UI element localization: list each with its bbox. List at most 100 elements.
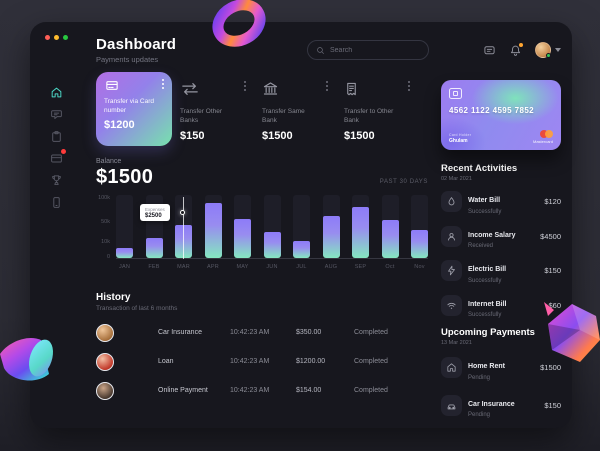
profile-menu[interactable] <box>535 42 561 58</box>
minimize-window-button[interactable] <box>54 35 59 40</box>
sidebar-item-cards[interactable] <box>46 148 66 168</box>
upcoming-payments-section: Upcoming Payments 13 Mar 2021 Home Rent P… <box>441 327 561 418</box>
transfer-amount: $1500 <box>262 130 293 143</box>
chart-x-label: MAY <box>236 264 249 270</box>
close-window-button[interactable] <box>45 35 50 40</box>
history-row[interactable]: Online Payment 10:42:23 AM $154.00 Compl… <box>96 376 428 405</box>
activity-amount: $60 <box>548 300 561 310</box>
card-brand: Mastercard <box>532 139 553 144</box>
chart-bar <box>234 218 251 258</box>
payment-amount: $1500 <box>540 363 561 373</box>
activity-status: Successfully <box>468 312 502 318</box>
sidebar-item-mobile[interactable] <box>46 192 66 212</box>
notifications-button[interactable] <box>509 42 523 57</box>
balance-label: Balance <box>96 158 122 165</box>
history-subtitle: Transaction of last 6 months <box>96 305 178 312</box>
chart-x-label: SEP <box>354 264 367 270</box>
transfer-arrows-icon <box>182 83 198 95</box>
chart-y-label: 100k <box>98 195 110 201</box>
sidebar-item-home[interactable] <box>46 82 66 102</box>
balance-bar-chart: 100k 50k 10k 0 Expenses $2500 JAN FEB MAR APR M… <box>96 195 428 281</box>
activity-item[interactable]: Income Salary Received $4500 <box>441 224 561 249</box>
sidebar <box>30 22 82 428</box>
header-actions <box>483 42 561 58</box>
transaction-time: 10:42:23 AM <box>230 358 270 365</box>
water-drop-icon <box>448 197 455 206</box>
sidebar-item-tasks[interactable] <box>46 126 66 146</box>
maximize-window-button[interactable] <box>63 35 68 40</box>
history-row[interactable]: Loan 10:42:23 AM $1200.00 Completed <box>96 347 428 376</box>
kebab-menu[interactable] <box>326 81 328 91</box>
transaction-name: Car Insurance <box>158 329 202 336</box>
activity-item[interactable]: Water Bill Successfully $120 <box>441 189 561 215</box>
chart-x-label: JUL <box>296 264 307 270</box>
tooltip-value: $2500 <box>145 212 162 219</box>
chart-bar-track[interactable] <box>234 195 251 258</box>
chart-bar <box>322 216 340 258</box>
payment-name: Car Insurance <box>468 400 515 408</box>
transfer-same-bank[interactable]: Transfer Same Bank $1500 <box>262 72 344 152</box>
chart-bar-track[interactable] <box>381 195 399 258</box>
search-input[interactable] <box>330 46 410 54</box>
transfer-amount: $1200 <box>104 119 135 132</box>
chart-bar-track[interactable] <box>352 195 369 258</box>
chart-period-label[interactable]: PAST 30 DAYS <box>379 179 428 185</box>
chart-bar-track[interactable] <box>411 195 428 258</box>
chart-bar-track[interactable] <box>293 195 310 258</box>
chart-cursor-handle[interactable] <box>180 210 185 215</box>
sidebar-item-rewards[interactable] <box>46 170 66 190</box>
user-icon <box>448 232 455 241</box>
transfer-label: Transfer via Card number <box>104 98 154 115</box>
right-column: 4562 1122 4595 7852 Card Holder Ghulam M… <box>441 72 561 428</box>
chart-x-label: JAN <box>119 264 130 270</box>
credit-card-icon <box>50 153 62 163</box>
chart-bar-track[interactable] <box>322 195 340 258</box>
transfer-label: Transfer Other Banks <box>180 108 223 125</box>
kebab-menu[interactable] <box>408 81 410 91</box>
avatar <box>96 352 114 371</box>
chart-bar-track[interactable] <box>116 195 133 258</box>
transaction-amount: $1200.00 <box>296 358 326 365</box>
transfer-label: Transfer to Other Bank <box>344 108 394 125</box>
history-row[interactable]: Car Insurance 10:42:23 AM $350.00 Comple… <box>96 318 428 347</box>
transfer-to-other-bank[interactable]: Transfer to Other Bank $1500 <box>344 72 426 152</box>
car-icon <box>447 404 456 410</box>
payment-item[interactable]: Car Insurance Pending $150 <box>441 393 561 418</box>
wifi-icon <box>447 302 456 309</box>
payment-amount: $150 <box>544 400 561 410</box>
cone-decoration <box>0 337 53 381</box>
transfer-card-via-card-number[interactable]: Transfer via Card number $1200 <box>96 72 172 146</box>
chart-yaxis: 100k 50k 10k 0 <box>96 195 113 260</box>
history-section: History Transaction of last 6 months Car… <box>96 292 428 405</box>
sidebar-item-messages[interactable] <box>46 104 66 124</box>
search-box[interactable] <box>307 40 429 60</box>
tooltip-label: Expenses <box>145 206 165 212</box>
card-chip-icon <box>449 88 462 99</box>
window-controls <box>45 35 68 40</box>
chart-bar <box>263 231 281 258</box>
messages-button[interactable] <box>483 44 496 57</box>
chart-bar-track[interactable] <box>204 195 222 258</box>
payment-status: Pending <box>468 374 491 381</box>
bell-icon <box>510 45 521 56</box>
activity-item[interactable]: Electric Bill Successfully $150 <box>441 258 561 284</box>
avatar <box>96 323 114 342</box>
transaction-status: Completed <box>354 329 388 336</box>
kebab-menu[interactable] <box>162 79 164 92</box>
balance-section: Balance $1500 PAST 30 DAYS <box>96 158 428 189</box>
payment-item[interactable]: Home Rent Pending $1500 <box>441 355 561 381</box>
transfer-other-banks[interactable]: Transfer Other Banks $150 <box>180 72 262 152</box>
chart-x-label: Nov <box>414 264 425 270</box>
avatar <box>96 381 114 400</box>
credit-card-icon <box>106 81 118 90</box>
chart-x-label: Oct <box>385 264 395 270</box>
chart-bar-track[interactable] <box>263 195 281 258</box>
activity-item[interactable]: Internet Bill Successfully $60 <box>441 293 561 318</box>
kebab-menu[interactable] <box>244 81 246 91</box>
chart-x-label: MAR <box>177 264 190 270</box>
trophy-icon <box>51 174 61 185</box>
card-number: 4562 1122 4595 7852 <box>449 106 535 115</box>
app-window: Dashboard Payments updates <box>30 22 572 428</box>
chart-bar <box>293 241 310 258</box>
chart-bar <box>381 220 399 258</box>
